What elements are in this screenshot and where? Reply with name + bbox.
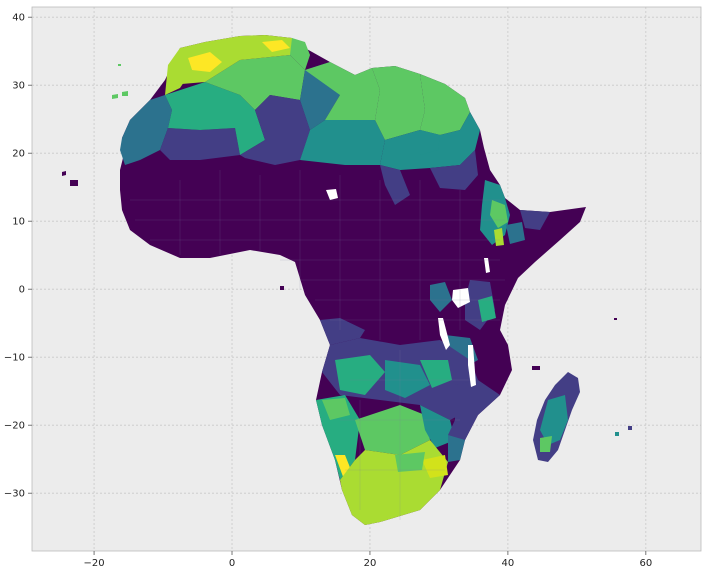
region-morocco-north (165, 58, 192, 95)
region-botswana (355, 405, 430, 455)
lake-tanganyika (438, 318, 450, 350)
axes: −20 0 20 40 60 40 30 20 10 0 −10 −20 −30 (4, 6, 702, 569)
region-mauritania-west (120, 138, 140, 165)
x-tick-label: 20 (364, 558, 377, 569)
y-tick-label: −10 (4, 353, 25, 364)
region-madagascar-green (540, 436, 552, 452)
region-south-africa-green (395, 452, 425, 472)
region-chad-east (380, 165, 410, 205)
island-comoros (532, 366, 540, 370)
island-canary-2 (122, 91, 128, 96)
region-chad-north (300, 120, 385, 165)
region-tunisia (290, 38, 310, 70)
region-algeria-south (165, 82, 265, 155)
region-south-africa-yellow (422, 455, 448, 478)
region-niger-north (240, 95, 310, 165)
region-ethiopia-green (490, 200, 508, 228)
plot-frame (31, 6, 702, 552)
region-mauritania-north (160, 128, 240, 160)
admin-borders (130, 170, 505, 520)
region-tanzania-green (478, 296, 496, 322)
island-cape-verde-2 (70, 180, 78, 186)
region-madagascar-center (540, 395, 568, 445)
region-morocco-core (188, 52, 222, 72)
land-layer (62, 35, 632, 525)
region-somalia-blue (520, 210, 550, 230)
region-libya-west (305, 62, 380, 122)
island-madeira (118, 64, 121, 66)
region-namibia (316, 395, 360, 480)
region-mozambique (448, 380, 500, 455)
x-tick-label: 60 (639, 558, 652, 569)
region-egypt-south (420, 130, 440, 155)
x-tick-label: −20 (84, 558, 105, 569)
island-mauritius (615, 432, 619, 436)
region-libya-east (372, 66, 425, 140)
island-bioko (280, 286, 284, 290)
region-mozambique-south (448, 435, 465, 462)
x-tick-label: 0 (229, 558, 235, 569)
region-zambia-green (420, 360, 452, 388)
region-somalia-teal (506, 222, 525, 244)
region-sudan-east (430, 150, 478, 190)
y-tick-label: 30 (12, 81, 25, 92)
region-algeria-center (205, 55, 305, 110)
y-tick-label: 40 (12, 13, 25, 24)
region-zambia-teal (385, 360, 430, 398)
lake-chad (326, 189, 338, 200)
island-canary (112, 94, 118, 99)
region-namibia-north-green (322, 398, 350, 420)
y-tick-label: −30 (4, 489, 25, 500)
region-algeria-coast-east (262, 40, 290, 52)
region-zimbabwe (420, 405, 455, 448)
region-angola-north (320, 318, 365, 345)
island-reunion (628, 426, 632, 430)
lake-turkana (484, 258, 490, 273)
region-western-sahara (122, 95, 172, 160)
region-kenya-tanzania-west (430, 282, 452, 312)
island-cape-verde (62, 171, 66, 176)
x-tick-label: 40 (502, 558, 515, 569)
y-tick-label: 20 (12, 149, 25, 160)
lake-victoria (452, 288, 470, 308)
y-tick-label: 10 (12, 217, 25, 228)
y-tick-label: 0 (19, 285, 25, 296)
lake-malawi (468, 345, 476, 387)
region-ethiopia-yellow (494, 228, 504, 246)
island-seychelles (614, 318, 617, 320)
region-angola-green (335, 355, 385, 395)
y-tick-label: −20 (4, 421, 25, 432)
region-egypt (420, 74, 470, 135)
